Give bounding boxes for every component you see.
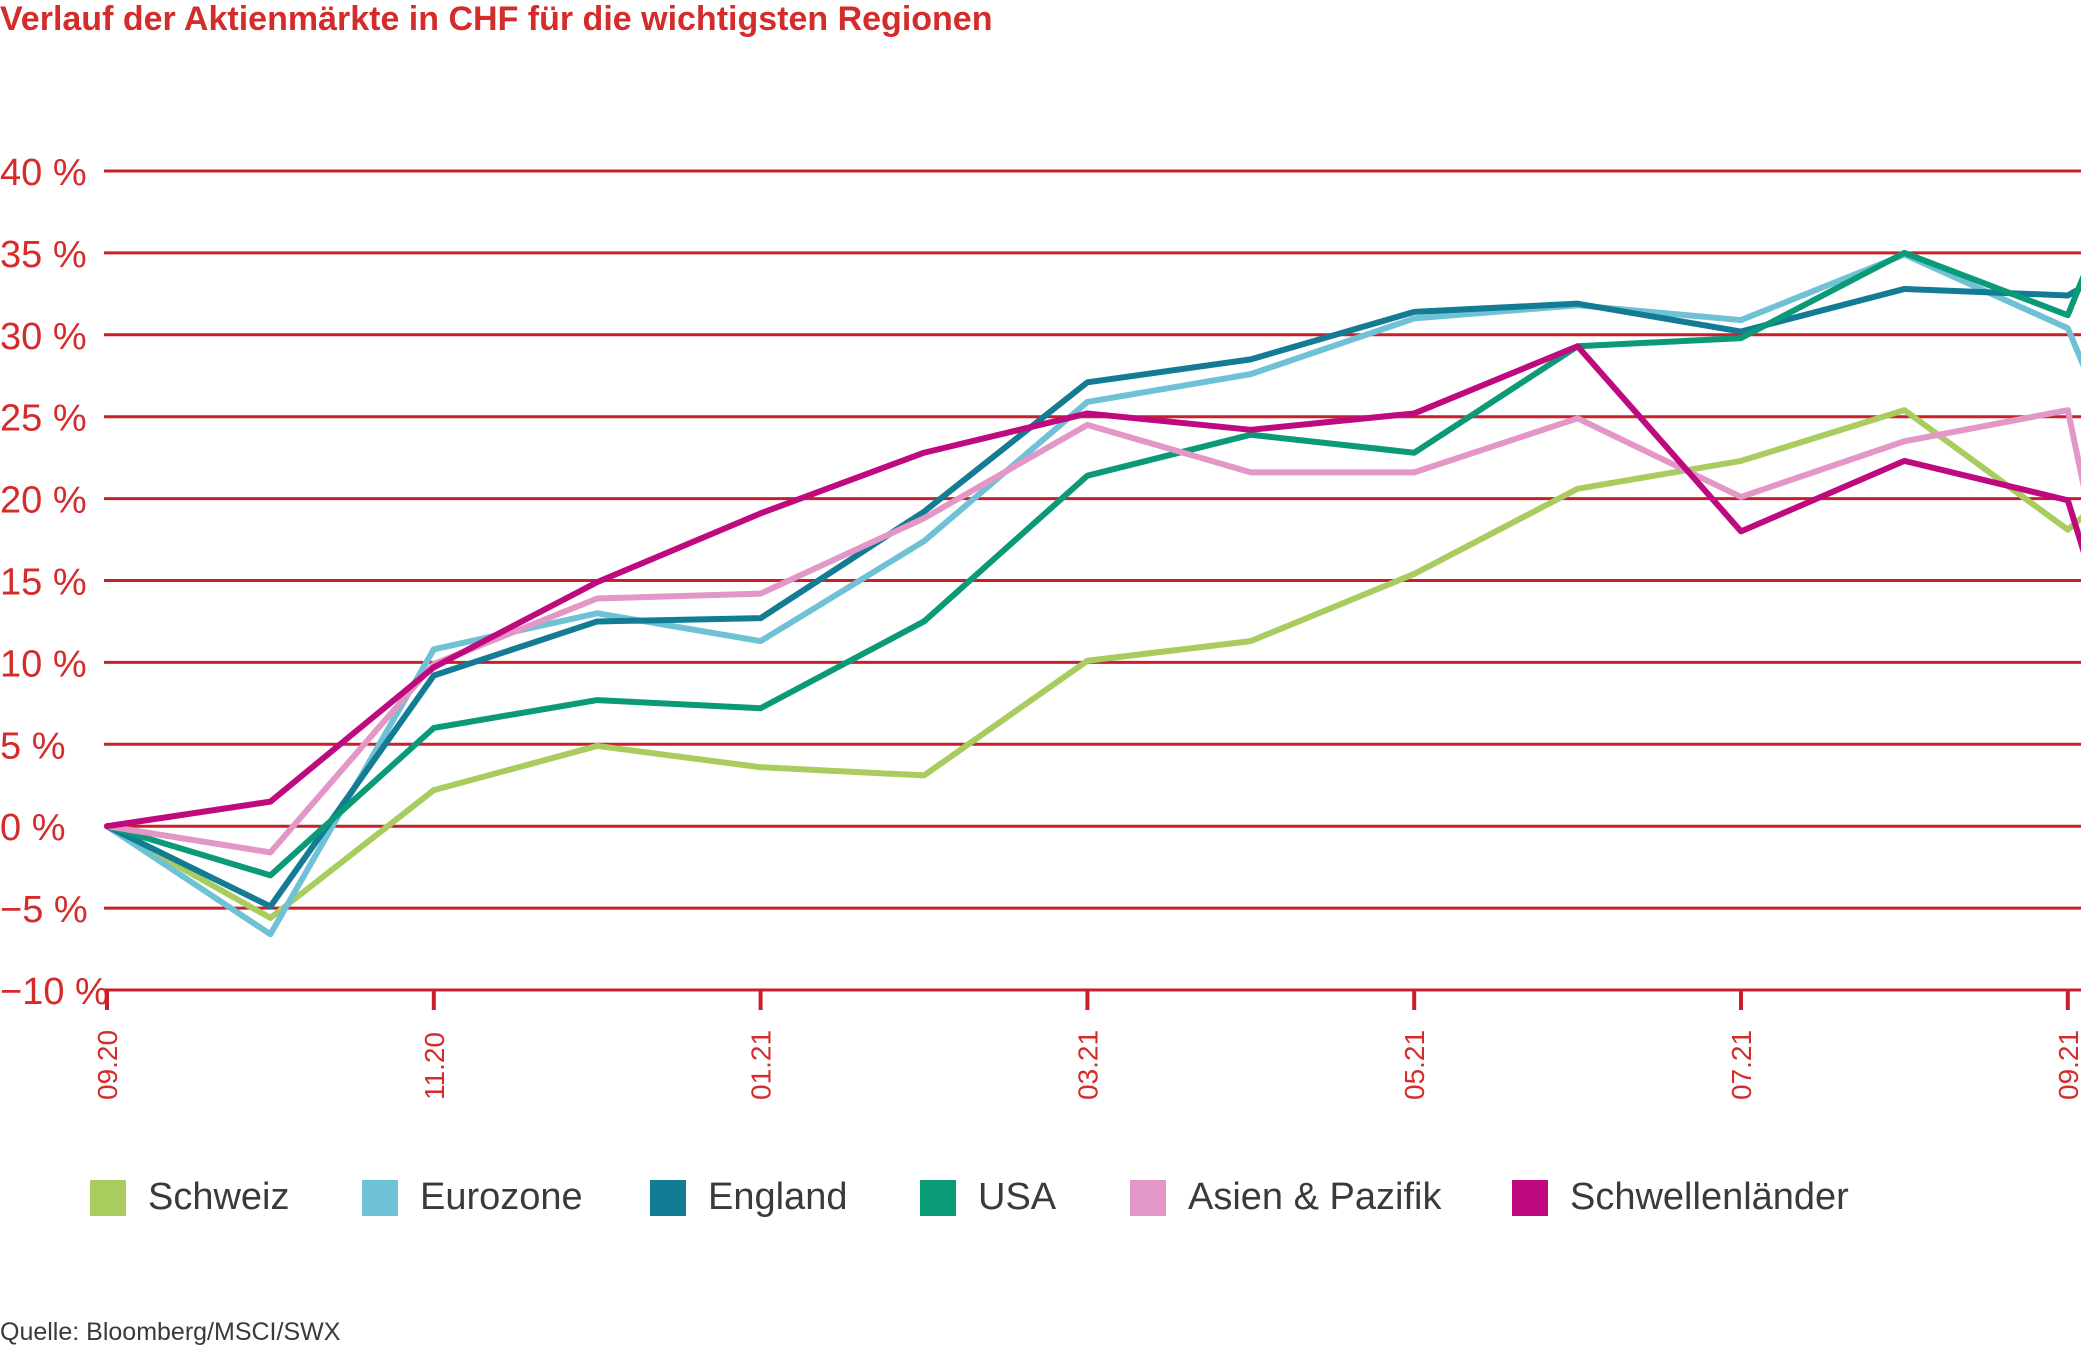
legend-item: Eurozone bbox=[362, 1176, 583, 1219]
y-tick-label: 15 % bbox=[0, 562, 87, 604]
y-tick-label: 25 % bbox=[0, 398, 87, 440]
legend-label: Asien & Pazifik bbox=[1188, 1176, 1442, 1218]
y-tick-label: 35 % bbox=[0, 234, 87, 276]
x-tick-label: 01.21 bbox=[746, 1030, 777, 1100]
x-tick-label: 03.21 bbox=[1072, 1030, 1103, 1100]
axes: 40 % 35 % 30 % 25 % 20 % 15 % 10 % 5 % 0 % −5 % −1… bbox=[0, 152, 2081, 1100]
series-line-eurozone bbox=[104, 251, 2081, 938]
y-tick-label: −5 % bbox=[0, 889, 88, 931]
y-tick-label: 20 % bbox=[0, 480, 87, 522]
legend-label: USA bbox=[978, 1176, 1057, 1218]
legend-swatch bbox=[1512, 1179, 1548, 1216]
legend-item: Schweiz bbox=[90, 1176, 290, 1219]
legend-swatch bbox=[362, 1179, 398, 1216]
legend-swatch bbox=[1130, 1179, 1166, 1216]
x-tick-label: 07.21 bbox=[1726, 1030, 1757, 1100]
legend-swatch bbox=[90, 1179, 126, 1216]
legend-swatch bbox=[650, 1179, 686, 1216]
y-tick-label: 40 % bbox=[0, 152, 87, 194]
y-tick-label: 10 % bbox=[0, 643, 87, 685]
y-tick-label: 5 % bbox=[0, 725, 65, 767]
legend-label: Schwellenländer bbox=[1570, 1176, 1849, 1218]
x-tick-label: 05.21 bbox=[1399, 1030, 1430, 1100]
x-tick-label: 11.20 bbox=[419, 1032, 450, 1100]
legend-item: England bbox=[650, 1176, 847, 1219]
legend-label: Schweiz bbox=[148, 1176, 290, 1218]
chart-title: Verlauf der Aktienmärkte in CHF für die … bbox=[0, 0, 993, 38]
legend-swatch bbox=[920, 1179, 956, 1216]
legend-item: Asien & Pazifik bbox=[1130, 1176, 1441, 1219]
series-line-schwellenl-nder bbox=[104, 343, 2081, 830]
legend: Schweiz Eurozone England USA Asien & Pazifik… bbox=[90, 1176, 2070, 1226]
legend-label: Eurozone bbox=[420, 1176, 583, 1218]
legend-item: USA bbox=[920, 1176, 1056, 1219]
gridlines bbox=[104, 169, 2081, 992]
series-line-usa bbox=[104, 249, 2081, 879]
y-tick-label: 0 % bbox=[0, 807, 65, 849]
legend-label: England bbox=[708, 1176, 848, 1218]
source-note: Quelle: Bloomberg/MSCI/SWX bbox=[0, 1318, 341, 1346]
x-tick-label: 09.21 bbox=[2053, 1030, 2081, 1100]
x-tick-label: 09.20 bbox=[92, 1030, 123, 1100]
series-lines bbox=[104, 249, 2081, 938]
legend-item: Schwellenländer bbox=[1512, 1176, 1849, 1219]
y-tick-label: 30 % bbox=[0, 316, 87, 358]
series-line-england bbox=[104, 284, 2081, 910]
y-tick-label: −10 % bbox=[0, 971, 109, 1013]
series-line-schweiz bbox=[104, 407, 2081, 921]
